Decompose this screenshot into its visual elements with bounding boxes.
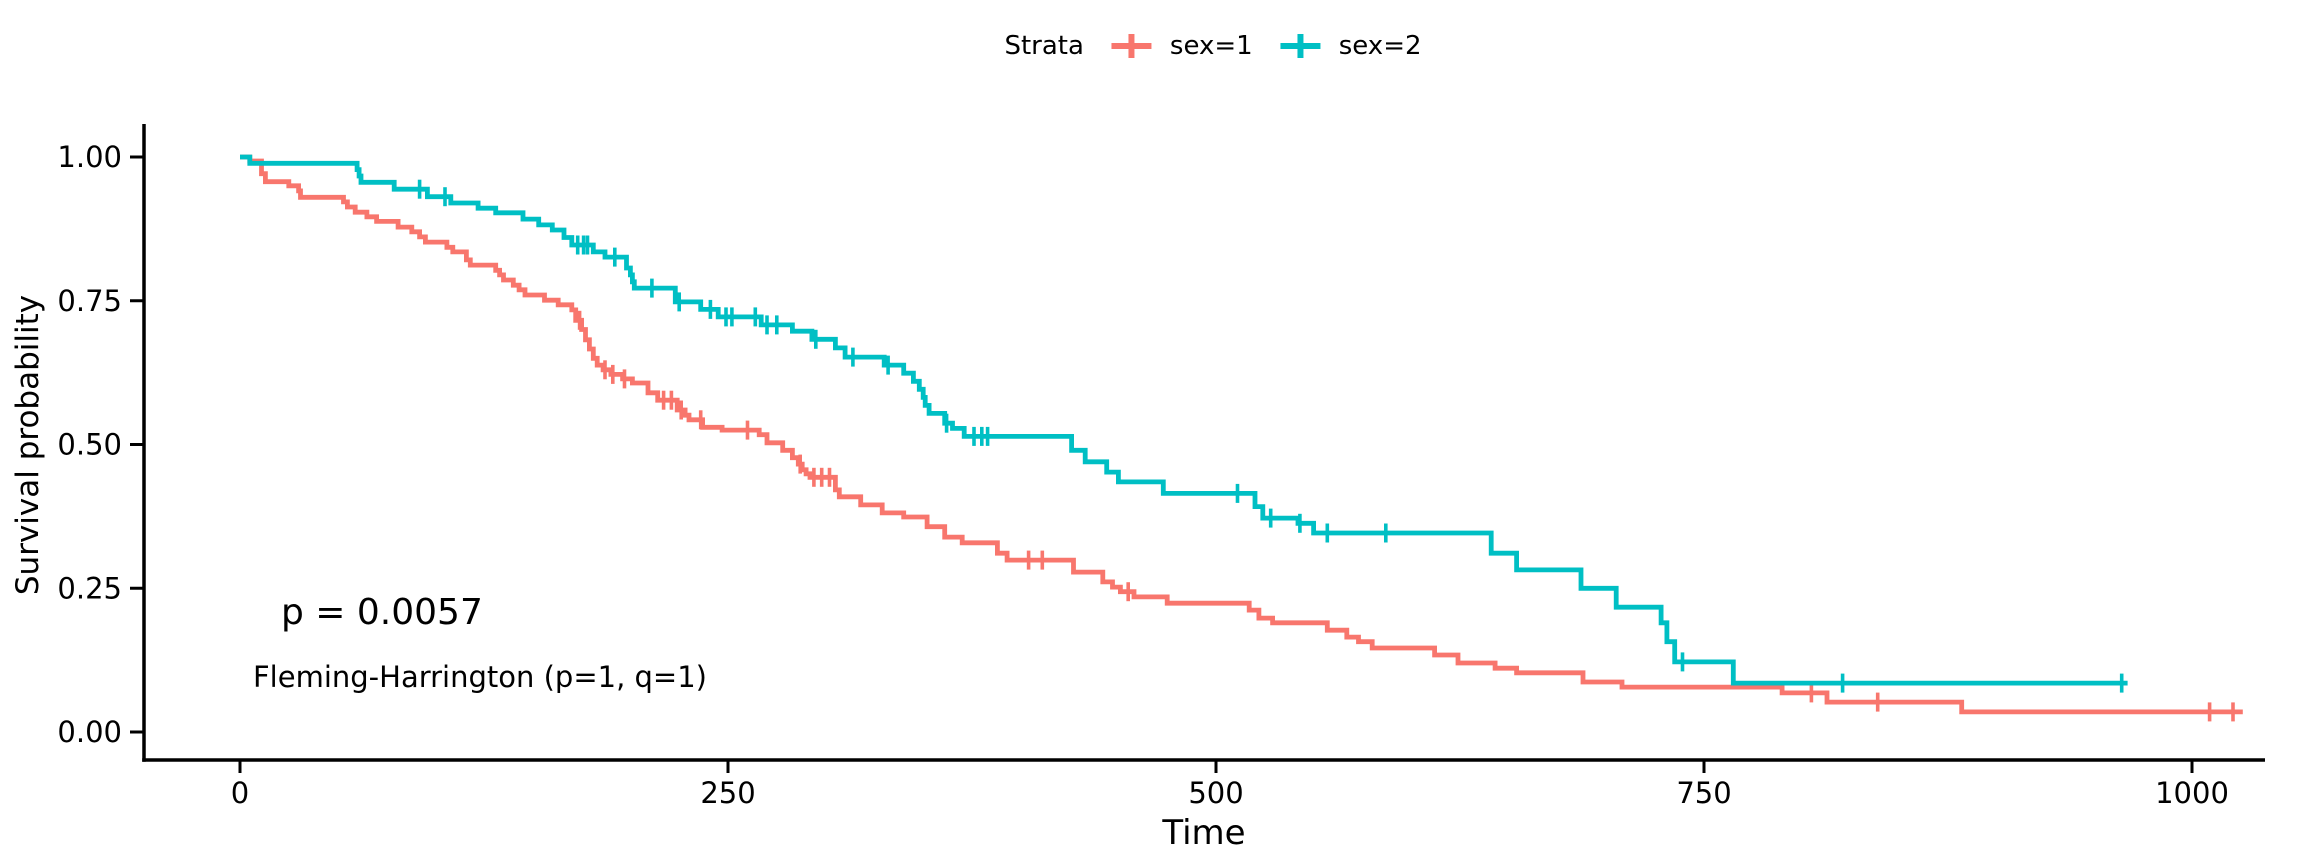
x-tick-label: 1000 (2155, 776, 2229, 810)
legend-label-sex2: sex=2 (1338, 31, 1422, 61)
plus-censor-marker-sex1-icon (1111, 34, 1152, 58)
legend-item-sex1: sex=1 (1109, 30, 1253, 62)
plus-censor-marker-sex2-icon (1280, 34, 1321, 58)
y-axis-title: Survival probability (10, 294, 46, 596)
survival-curve-sex2 (240, 154, 2128, 686)
legend-label-sex1: sex=1 (1169, 31, 1253, 61)
legend-item-sex2: sex=2 (1278, 30, 1422, 62)
y-tick-label: 1.00 (57, 140, 122, 174)
p-value-annotation: p = 0.0057 (281, 592, 483, 633)
y-tick-label: 0.75 (57, 284, 122, 318)
survival-curve-sex1 (240, 154, 2243, 715)
x-axis-title: Time (1162, 813, 1246, 853)
legend: Strata sex=1 sex=2 (1004, 30, 1421, 62)
y-tick-label: 0.00 (57, 715, 122, 749)
test-method-annotation: Fleming-Harrington (p=1, q=1) (253, 660, 707, 694)
x-tick-label: 250 (700, 776, 755, 810)
y-tick-label: 0.25 (57, 571, 122, 605)
x-tick-label: 500 (1188, 776, 1243, 810)
legend-title: Strata (1004, 31, 1084, 61)
y-tick-label: 0.50 (57, 428, 122, 462)
x-tick-label: 0 (231, 776, 249, 810)
x-tick-label: 750 (1676, 776, 1731, 810)
